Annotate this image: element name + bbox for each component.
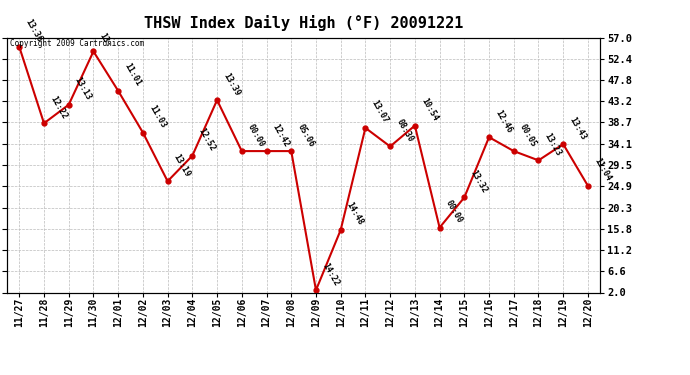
Text: 13:: 13: bbox=[97, 31, 113, 49]
Text: 05:06: 05:06 bbox=[295, 122, 316, 148]
Text: 00:05: 00:05 bbox=[518, 122, 538, 148]
Text: THSW Index Daily High (°F) 20091221: THSW Index Daily High (°F) 20091221 bbox=[144, 15, 463, 31]
Text: 00:00: 00:00 bbox=[444, 199, 464, 225]
Text: 13:13: 13:13 bbox=[73, 76, 93, 102]
Text: 13:23: 13:23 bbox=[542, 131, 563, 158]
Text: 11:01: 11:01 bbox=[122, 62, 143, 88]
Text: 13:07: 13:07 bbox=[370, 99, 390, 125]
Text: 12:46: 12:46 bbox=[493, 108, 513, 134]
Text: 12:42: 12:42 bbox=[270, 122, 291, 148]
Text: 13:43: 13:43 bbox=[567, 115, 588, 141]
Text: 14:22: 14:22 bbox=[320, 261, 340, 287]
Text: 08:30: 08:30 bbox=[394, 117, 415, 144]
Text: 14:48: 14:48 bbox=[345, 201, 365, 227]
Text: 11:04: 11:04 bbox=[592, 157, 613, 183]
Text: 12:52: 12:52 bbox=[197, 127, 217, 153]
Text: 13:32: 13:32 bbox=[469, 168, 489, 195]
Text: 13:36: 13:36 bbox=[23, 18, 43, 44]
Text: 13:39: 13:39 bbox=[221, 71, 242, 98]
Text: 13:19: 13:19 bbox=[172, 152, 192, 178]
Text: Copyright 2009 Cartronics.com: Copyright 2009 Cartronics.com bbox=[10, 39, 144, 48]
Text: 00:00: 00:00 bbox=[246, 122, 266, 148]
Text: 12:22: 12:22 bbox=[48, 94, 68, 120]
Text: 10:54: 10:54 bbox=[419, 97, 440, 123]
Text: 11:03: 11:03 bbox=[147, 104, 168, 130]
